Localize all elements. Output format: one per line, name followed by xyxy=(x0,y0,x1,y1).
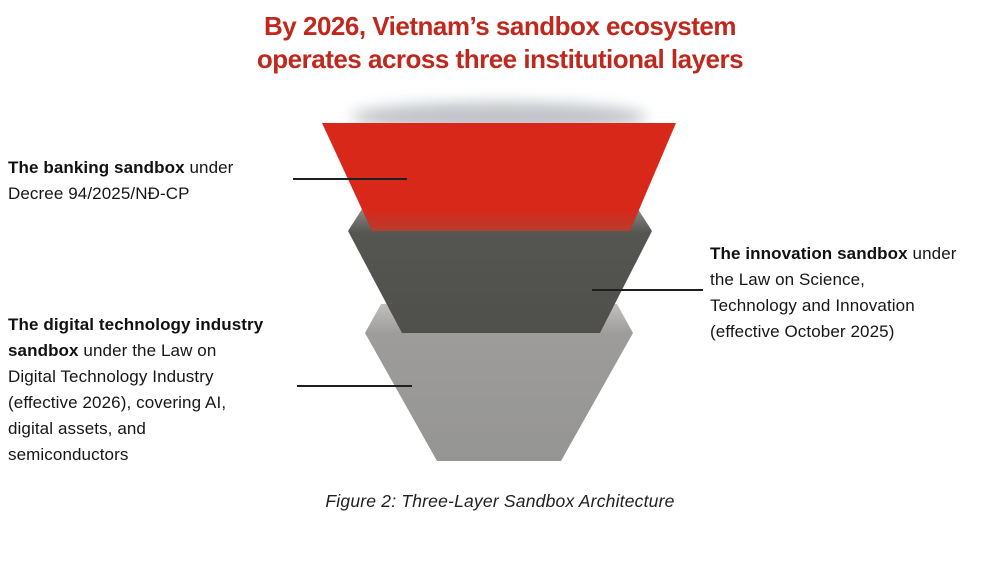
label-line: sandbox under the Law on xyxy=(8,341,217,360)
label-line: semiconductors xyxy=(8,445,129,464)
label-line: The banking sandbox under xyxy=(8,158,234,177)
figure-caption: Figure 2: Three-Layer Sandbox Architectu… xyxy=(325,491,675,511)
funnel-layer-digital xyxy=(365,304,633,461)
label-line: Digital Technology Industry xyxy=(8,367,214,386)
funnel-layer-banking xyxy=(322,123,676,231)
label-digital-sandbox: The digital technology industry sandbox … xyxy=(8,312,318,468)
label-line: (effective 2026), covering AI, xyxy=(8,393,227,412)
label-line: Technology and Innovation xyxy=(710,296,915,315)
page-title: By 2026, Vietnam’s sandbox ecosystem ope… xyxy=(256,11,744,74)
label-line: The digital technology industry xyxy=(8,315,264,334)
label-banking-sandbox: The banking sandbox under Decree 94/2025… xyxy=(8,155,308,207)
label-line: (effective October 2025) xyxy=(710,322,895,341)
label-line: The innovation sandbox under xyxy=(710,244,957,263)
label-line: digital assets, and xyxy=(8,419,146,438)
label-line: Decree 94/2025/NĐ-CP xyxy=(8,184,190,203)
label-innovation-sandbox: The innovation sandbox under the Law on … xyxy=(710,241,995,345)
funnel-layer-innovation xyxy=(348,206,652,333)
label-line: the Law on Science, xyxy=(710,270,865,289)
